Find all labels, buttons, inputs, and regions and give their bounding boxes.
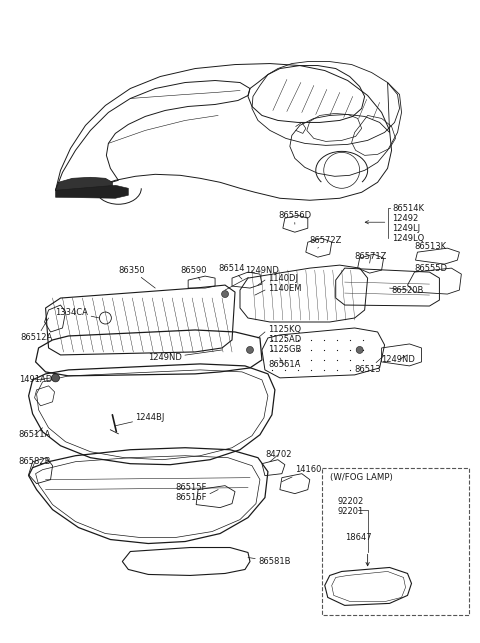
Text: 86516F: 86516F — [175, 493, 207, 502]
Text: 86512A: 86512A — [21, 318, 53, 343]
Text: 18647: 18647 — [345, 533, 372, 542]
Circle shape — [247, 347, 253, 354]
Text: 86513: 86513 — [355, 356, 384, 374]
Text: 92202: 92202 — [338, 497, 364, 506]
Text: 1334CA: 1334CA — [56, 307, 99, 318]
Text: 1140DJ: 1140DJ — [268, 273, 298, 282]
Text: 1125GB: 1125GB — [268, 345, 301, 354]
Text: 84702: 84702 — [265, 450, 291, 462]
Text: 1249LJ: 1249LJ — [393, 224, 420, 233]
Text: 92201: 92201 — [338, 507, 364, 516]
Text: 86582B: 86582B — [19, 457, 51, 467]
Text: 1249ND: 1249ND — [148, 350, 222, 363]
Polygon shape — [56, 177, 112, 196]
Text: 1140EM: 1140EM — [268, 284, 301, 293]
Text: 86511A: 86511A — [19, 428, 51, 439]
Text: 86572Z: 86572Z — [310, 236, 342, 248]
Text: 86581B: 86581B — [248, 557, 290, 566]
Text: 1125KQ: 1125KQ — [268, 325, 301, 334]
Text: 1491AD: 1491AD — [19, 376, 52, 385]
Text: 86590: 86590 — [180, 266, 207, 280]
Text: 1249ND: 1249ND — [225, 266, 279, 290]
Text: 86520B: 86520B — [390, 285, 424, 294]
Text: 12492: 12492 — [393, 213, 419, 222]
Text: 86514K: 86514K — [393, 204, 424, 213]
Text: 1249LQ: 1249LQ — [393, 233, 425, 242]
Circle shape — [222, 291, 228, 298]
Text: 86515F: 86515F — [175, 483, 206, 492]
Polygon shape — [56, 185, 128, 198]
Text: 1249ND: 1249ND — [382, 355, 416, 365]
Text: 86513K: 86513K — [415, 242, 446, 251]
Text: (W/FOG LAMP): (W/FOG LAMP) — [330, 473, 393, 482]
Text: 86350: 86350 — [119, 266, 155, 288]
Text: 1125AD: 1125AD — [268, 336, 301, 345]
Text: 1244BJ: 1244BJ — [115, 413, 165, 426]
Circle shape — [356, 347, 363, 354]
Text: 86571Z: 86571Z — [355, 251, 387, 263]
Text: 86555D: 86555D — [415, 264, 447, 273]
Text: 86514: 86514 — [218, 264, 245, 279]
Text: 86561A: 86561A — [268, 358, 300, 370]
Text: 14160: 14160 — [282, 465, 321, 482]
Text: 86556D: 86556D — [278, 211, 311, 224]
Circle shape — [51, 374, 60, 382]
